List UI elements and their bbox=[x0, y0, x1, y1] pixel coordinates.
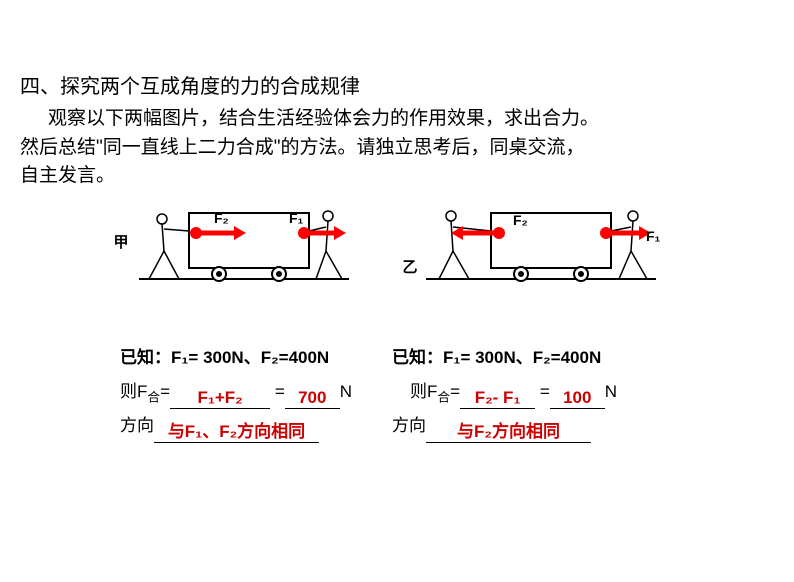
problems-row: 已知：F₁= 300N、F₂=400N 则F合=F₁+F₂ =700N 方向与F… bbox=[20, 341, 774, 444]
instruction-line-1: 观察以下两幅图片，结合生活经验体会力的作用效果，求出合力。 bbox=[48, 108, 599, 129]
instruction-line-2: 然后总结"同一直线上二力合成"的方法。请独立思考后，同桌交流， bbox=[20, 137, 585, 158]
given-label-r: 已知： bbox=[392, 348, 443, 367]
eq1-r: = bbox=[450, 382, 460, 401]
page-content: 四、探究两个互成角度的力的合成规律 观察以下两幅图片，结合生活经验体会力的作用效… bbox=[0, 0, 794, 463]
diagram-right-svg: F₂ F₁ bbox=[421, 201, 661, 286]
given-label-l: 已知： bbox=[120, 348, 171, 367]
eq2-r: = bbox=[540, 382, 550, 401]
svg-text:F₂: F₂ bbox=[214, 210, 229, 226]
result-label-r: 则F bbox=[410, 382, 437, 401]
eq1-l: = bbox=[160, 382, 170, 401]
given-values-l: F₁= 300N、F₂=400N bbox=[171, 348, 329, 367]
eq2-l: = bbox=[275, 382, 285, 401]
svg-text:F₁: F₁ bbox=[646, 228, 661, 244]
svg-text:F₁: F₁ bbox=[289, 210, 304, 226]
diagram-right: 乙 bbox=[421, 201, 661, 291]
caption-right: 乙 bbox=[403, 256, 418, 277]
dir-label-l: 方向 bbox=[120, 416, 154, 435]
dir-value-r: 与F₂方向相同 bbox=[457, 422, 560, 441]
result-label-l: 则F bbox=[120, 382, 147, 401]
diagram-left-svg: F₂ F₁ bbox=[134, 201, 354, 286]
dir-label-r: 方向 bbox=[392, 416, 426, 435]
instruction-line-3: 自主发言。 bbox=[20, 165, 115, 186]
unit-r: N bbox=[605, 382, 617, 401]
section-title: 四、探究两个互成角度的力的合成规律 bbox=[20, 70, 774, 99]
dir-value-l: 与F₁、F₂方向相同 bbox=[168, 422, 305, 441]
result-sub-r: 合 bbox=[437, 389, 450, 404]
value-l: 700 bbox=[298, 388, 326, 407]
diagram-row: 甲 bbox=[20, 201, 774, 291]
problem-right: 已知：F₁= 300N、F₂=400N 则F合=F₂- F₁ =100N 方向与… bbox=[392, 341, 617, 444]
instruction-text: 观察以下两幅图片，结合生活经验体会力的作用效果，求出合力。 然后总结"同一直线上… bbox=[48, 105, 774, 191]
value-r: 100 bbox=[563, 388, 591, 407]
given-values-r: F₁= 300N、F₂=400N bbox=[443, 348, 601, 367]
formula-l: F₁+F₂ bbox=[197, 388, 242, 407]
result-sub-l: 合 bbox=[147, 389, 160, 404]
formula-r: F₂- F₁ bbox=[475, 388, 521, 407]
unit-l: N bbox=[340, 382, 352, 401]
problem-left: 已知：F₁= 300N、F₂=400N 则F合=F₁+F₂ =700N 方向与F… bbox=[120, 341, 352, 444]
caption-left: 甲 bbox=[114, 231, 129, 252]
diagram-left: 甲 bbox=[134, 201, 354, 291]
svg-text:F₂: F₂ bbox=[513, 212, 528, 228]
